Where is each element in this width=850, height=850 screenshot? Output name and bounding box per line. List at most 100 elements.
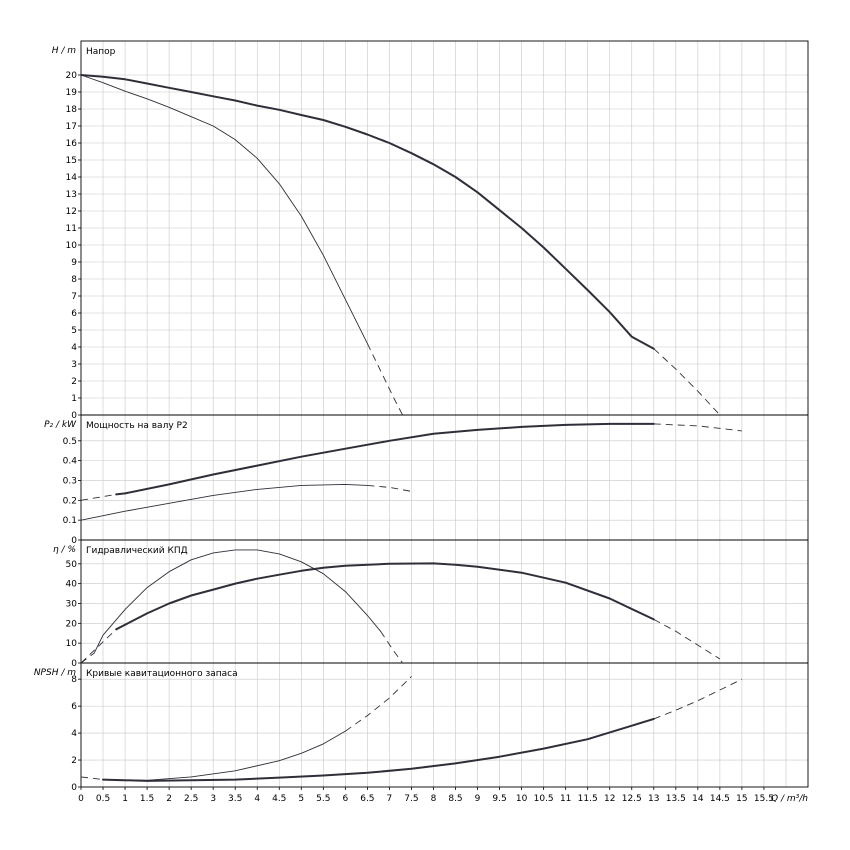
x-tick-label: 6: [342, 794, 348, 804]
power-curve-min-extension: [367, 484, 412, 492]
panel-efficiency-title: Гидравлический КПД: [86, 546, 188, 556]
y-tick-label: 3: [71, 360, 77, 370]
x-tick-label: 15: [736, 794, 747, 804]
efficiency-curve-max-extension: [80, 628, 117, 664]
y-tick-label: 7: [71, 292, 77, 302]
y-tick-label: 15: [66, 156, 77, 166]
y-tick-label: 0.2: [63, 496, 77, 506]
y-tick-label: 0.3: [63, 476, 77, 486]
y-tick-label: 6: [71, 702, 77, 712]
y-tick-label: 11: [66, 224, 77, 234]
x-tick-label: 3: [210, 794, 216, 804]
x-tick-label: 6.5: [360, 794, 374, 804]
x-tick-label: 11: [560, 794, 571, 804]
efficiency-curve-min: [93, 549, 382, 654]
npsh-curve-max: [102, 717, 655, 782]
npsh-curve-max-extension: [653, 678, 743, 720]
x-tick-label: 10.5: [534, 794, 554, 804]
power-curve-max: [115, 422, 655, 496]
y-tick-label: 9: [71, 258, 77, 268]
panel-npsh-ylabel: NPSH / m: [34, 668, 76, 678]
panel-efficiency-frame: [80, 539, 809, 664]
panel-npsh-title: Кривые кавитационного запаса: [86, 669, 238, 679]
y-tick-label: 5: [71, 326, 77, 336]
panel-power-ylabel: P₂ / kW: [44, 420, 77, 430]
efficiency-curve-min-extension: [380, 631, 403, 664]
y-tick-label: 4: [71, 729, 77, 739]
y-tick-label: 20: [66, 71, 78, 81]
x-tick-label: 14.5: [710, 794, 730, 804]
x-tick-label: 2: [166, 794, 172, 804]
x-tick-label: 13.5: [666, 794, 686, 804]
y-tick-label: 1: [71, 394, 77, 404]
x-tick-label: 2.5: [184, 794, 198, 804]
x-tick-label: 8: [431, 794, 437, 804]
x-tick-label: 1: [122, 794, 128, 804]
y-tick-label: 4: [71, 343, 77, 353]
x-tick-label: 3.5: [228, 794, 242, 804]
head-curve-min: [80, 74, 368, 345]
x-tick-label: 9.5: [492, 794, 506, 804]
y-tick-label: 10: [66, 241, 78, 251]
x-tick-label: 4: [254, 794, 260, 804]
x-tick-label: 1.5: [140, 794, 154, 804]
x-tick-label: 0: [78, 794, 84, 804]
x-tick-label: 7.5: [404, 794, 418, 804]
y-tick-label: 40: [66, 580, 78, 590]
y-tick-label: 2: [71, 756, 77, 766]
x-tick-label: 0.5: [96, 794, 110, 804]
y-tick-label: 0.5: [63, 437, 77, 447]
y-tick-label: 0: [71, 536, 77, 546]
x-tick-label: 13: [648, 794, 659, 804]
power-curve-max-extension: [653, 423, 742, 432]
x-tick-label: 8.5: [448, 794, 462, 804]
y-tick-label: 12: [66, 207, 77, 217]
y-tick-label: 50: [66, 560, 78, 570]
power-curve-min: [80, 483, 368, 521]
x-tick-label: 12: [604, 794, 615, 804]
panel-head-ylabel: H / m: [52, 46, 77, 56]
head-curve-min-extension: [366, 343, 403, 416]
y-tick-label: 2: [71, 377, 77, 387]
efficiency-curve-max-extension: [653, 619, 721, 660]
y-tick-label: 18: [66, 105, 78, 115]
y-tick-label: 16: [66, 139, 78, 149]
npsh-curve-min-extension: [345, 676, 412, 732]
y-tick-label: 8: [71, 675, 77, 685]
x-tick-label: 14: [692, 794, 704, 804]
x-axis-label: Q / m³/h: [771, 794, 808, 804]
y-tick-label: 10: [66, 639, 78, 649]
curves: [80, 74, 743, 782]
x-tick-label: 10: [516, 794, 528, 804]
x-tick-label: 5.5: [316, 794, 330, 804]
panel-frames: [78, 40, 809, 790]
y-tick-label: 0.1: [63, 516, 77, 526]
panel-efficiency-ylabel: η / %: [53, 545, 76, 555]
y-tick-label: 0.4: [63, 457, 78, 467]
efficiency-curve-min-extension: [80, 652, 95, 664]
y-tick-label: 8: [71, 275, 77, 285]
x-tick-label: 5: [298, 794, 304, 804]
y-tick-label: 0: [71, 659, 77, 669]
y-tick-label: 0: [71, 411, 77, 421]
y-tick-label: 19: [66, 88, 78, 98]
y-tick-label: 6: [71, 309, 77, 319]
power-curve-max-extension: [80, 493, 117, 501]
head-curve-max-extension: [653, 348, 721, 416]
x-tick-label: 9: [475, 794, 481, 804]
x-tick-label: 12.5: [622, 794, 642, 804]
x-tick-label: 4.5: [272, 794, 286, 804]
x-tick-label: 7: [387, 794, 393, 804]
efficiency-curve-max: [115, 562, 655, 631]
y-tick-label: 0: [71, 783, 77, 793]
x-tick-label: 15.5: [754, 794, 774, 804]
npsh-curve-max-extension: [80, 776, 104, 781]
panel-npsh-frame: [80, 662, 809, 788]
x-tick-label: 11.5: [578, 794, 598, 804]
npsh-curve-min: [102, 730, 346, 781]
y-tick-label: 20: [66, 619, 78, 629]
y-tick-label: 14: [66, 173, 78, 183]
y-tick-label: 30: [66, 599, 78, 609]
